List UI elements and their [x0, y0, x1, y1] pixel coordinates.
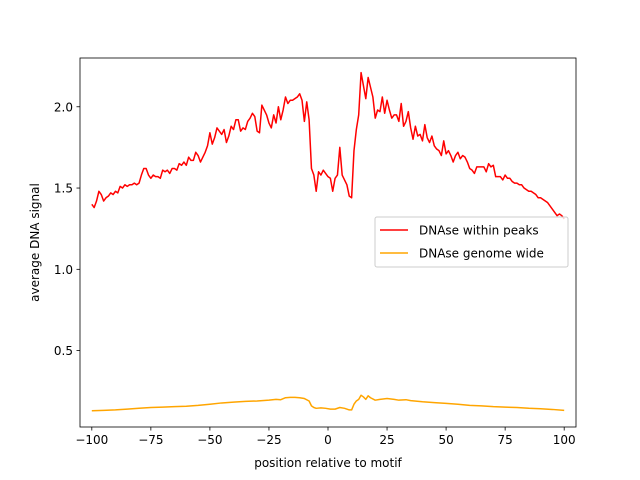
x-axis-label: position relative to motif [254, 456, 402, 470]
x-tick-label: −50 [197, 433, 222, 447]
x-tick-label: 0 [324, 433, 332, 447]
y-axis: 0.5 1.0 1.5 2.0 [54, 100, 80, 358]
y-axis-label: average DNA signal [28, 183, 42, 302]
series-line-1 [91, 71, 565, 220]
x-tick-label: 25 [379, 433, 394, 447]
legend: DNAse within peaks DNAse genome wide [374, 216, 569, 268]
x-tick-label: −75 [138, 433, 163, 447]
series-line-2 [91, 394, 565, 412]
y-tick-label: 2.0 [54, 100, 73, 114]
x-tick-label: −25 [256, 433, 281, 447]
x-tick-label: 50 [438, 433, 453, 447]
x-tick-label: −100 [75, 433, 108, 447]
series-layer [91, 71, 565, 412]
y-tick-label: 1.5 [54, 182, 73, 196]
y-tick-label: 1.0 [54, 263, 73, 277]
legend-label-1: DNAse within peaks [419, 224, 539, 238]
y-tick-label: 0.5 [54, 344, 73, 358]
x-tick-label: 75 [498, 433, 513, 447]
legend-box [374, 216, 569, 268]
x-tick-label: 100 [553, 433, 576, 447]
legend-label-2: DNAse genome wide [419, 247, 544, 261]
x-axis: −100 −75 −50 −25 0 25 50 75 100 [75, 427, 576, 447]
